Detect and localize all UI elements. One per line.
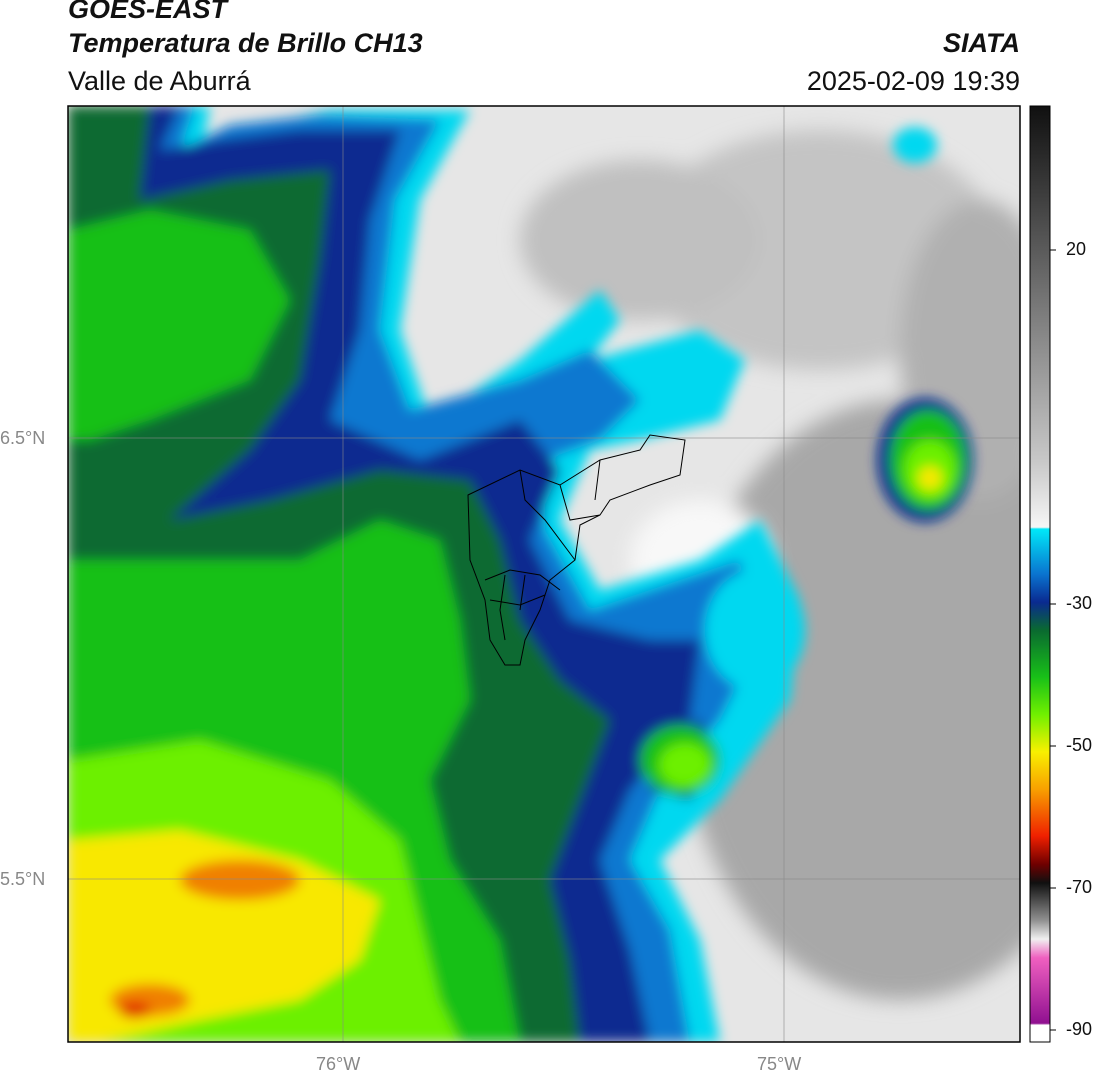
datetime-label: 2025-02-09 19:39 <box>806 66 1020 96</box>
satellite-imagery <box>68 106 1020 1042</box>
colorbar-tick-label: -90 <box>1066 1019 1093 1039</box>
colorbar <box>1029 105 1051 1043</box>
colorbar-tick-label: -50 <box>1066 735 1093 755</box>
lat-tick-label: 6.5°N <box>0 428 46 448</box>
colorbar-tick-label: 20 <box>1066 239 1087 259</box>
brand-label: SIATA <box>943 28 1020 58</box>
map-title: GOES-EAST <box>68 0 228 24</box>
lat-tick-label: 5.5°N <box>0 869 46 889</box>
municipal-boundaries <box>467 434 686 666</box>
map-frame <box>67 105 1021 1043</box>
colorbar-tick-label: -30 <box>1066 593 1093 613</box>
map-subtitle: Temperatura de Brillo CH13 <box>68 28 423 58</box>
colorbar-tick-label: -70 <box>1066 877 1093 897</box>
lon-tick-label: 76°W <box>316 1054 361 1074</box>
region-label: Valle de Aburrá <box>68 66 251 96</box>
lon-tick-label: 75°W <box>757 1054 802 1074</box>
